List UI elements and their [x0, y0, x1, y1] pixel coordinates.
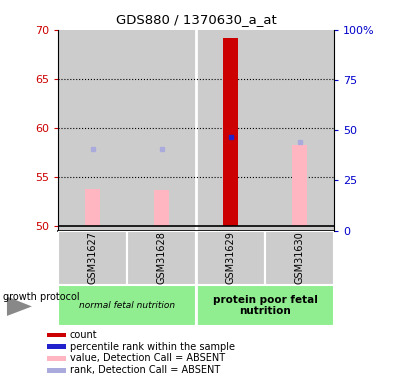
Polygon shape: [7, 297, 32, 316]
Bar: [47, 333, 66, 338]
Text: GSM31627: GSM31627: [88, 231, 98, 284]
Bar: [58, 231, 127, 285]
Bar: [85, 189, 100, 226]
Text: percentile rank within the sample: percentile rank within the sample: [70, 342, 235, 352]
Bar: [127, 231, 196, 285]
Text: GSM31628: GSM31628: [156, 231, 166, 284]
Bar: [58, 285, 196, 326]
Text: value, Detection Call = ABSENT: value, Detection Call = ABSENT: [70, 353, 225, 363]
Text: count: count: [70, 330, 98, 340]
Bar: [47, 344, 66, 349]
Bar: [127, 30, 196, 231]
Bar: [196, 285, 334, 326]
Bar: [265, 231, 334, 285]
Text: normal fetal nutrition: normal fetal nutrition: [79, 301, 175, 310]
Bar: [292, 146, 307, 226]
Bar: [154, 190, 169, 226]
Text: GSM31629: GSM31629: [226, 231, 236, 284]
Text: GSM31630: GSM31630: [294, 231, 304, 284]
Bar: [58, 30, 127, 231]
Bar: [196, 231, 265, 285]
Bar: [47, 368, 66, 373]
Text: protein poor fetal
nutrition: protein poor fetal nutrition: [212, 295, 318, 316]
Title: GDS880 / 1370630_a_at: GDS880 / 1370630_a_at: [116, 13, 276, 26]
Text: growth protocol: growth protocol: [3, 291, 80, 302]
Bar: [265, 30, 334, 231]
Text: rank, Detection Call = ABSENT: rank, Detection Call = ABSENT: [70, 365, 220, 375]
Bar: [196, 30, 265, 231]
Bar: [223, 38, 238, 226]
Bar: [47, 356, 66, 361]
